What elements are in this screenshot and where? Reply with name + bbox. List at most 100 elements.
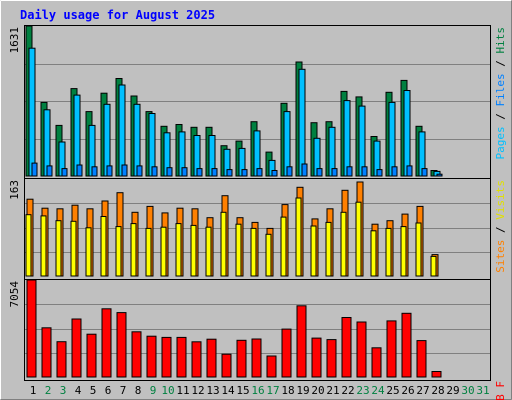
sites-bar-day-18 [280,216,287,277]
day-label-11: 11 [176,384,189,397]
pages-bar-day-9 [151,166,158,177]
kbytes-bar-day-24 [371,347,382,378]
files-bar-day-4 [73,94,81,177]
kbytes-bar-day-26 [401,312,412,378]
pages-bar-day-24 [376,169,383,177]
day-label-1: 1 [30,384,37,397]
kbytes-bar-day-25 [386,320,397,378]
sites-bar-day-25 [385,227,392,277]
day-label-27: 27 [416,384,429,397]
sites-bar-day-13 [205,226,212,277]
day-label-3: 3 [60,384,67,397]
files-bar-day-19 [298,68,306,177]
pages-bar-day-27 [421,168,428,177]
visits-max-label: 163 [8,180,21,200]
kbytes-bar-day-18 [281,328,292,378]
kbytes-bar-day-4 [71,318,82,378]
sites-bar-day-7 [115,226,122,277]
files-bar-day-26 [403,90,411,177]
kbytes-bar-day-8 [131,331,142,378]
day-label-20: 20 [311,384,324,397]
kbytes-bar-day-13 [206,338,217,378]
pages-bar-day-18 [286,166,293,177]
pages-bar-day-7 [121,164,128,177]
pages-bar-day-21 [331,168,338,177]
kbytes-bar-day-23 [356,321,367,378]
sites-bar-day-4 [70,220,77,277]
kbytes-bar-day-3 [56,341,67,378]
day-label-8: 8 [135,384,142,397]
day-label-6: 6 [105,384,112,397]
sites-bar-day-3 [55,220,62,277]
day-label-28: 28 [431,384,444,397]
files-bar-day-23 [358,105,366,177]
legend-sep-3: / [494,220,507,240]
pages-bar-day-4 [76,164,83,177]
day-label-15: 15 [236,384,249,397]
legend-sites: Sites [494,240,507,273]
files-bar-day-8 [133,103,141,177]
kbytes-bar-day-21 [326,339,337,378]
day-label-22: 22 [341,384,354,397]
day-label-12: 12 [191,384,204,397]
pages-bar-day-23 [361,166,368,177]
kbytes-bar-day-6 [101,308,112,378]
pages-bar-day-12 [196,168,203,177]
pages-bar-day-3 [61,168,68,177]
files-bar-day-6 [103,103,111,177]
kbytes-bar-day-12 [191,341,202,378]
sites-bar-day-9 [145,227,152,277]
pages-bar-day-8 [136,165,143,177]
legend-pages: Pages [494,126,507,159]
legend-sep-1: / [494,107,507,127]
pages-bar-day-15 [241,169,248,177]
pages-bar-day-10 [166,167,173,177]
legend-files: Files [494,73,507,106]
sites-bar-day-6 [100,216,107,277]
files-bar-day-22 [343,100,351,177]
day-label-19: 19 [296,384,309,397]
kbytes-bar-day-14 [221,353,232,378]
pages-bar-day-5 [91,166,98,177]
sites-bar-day-14 [220,211,227,277]
legend-hits-files-pages: Pages / Files / Hits [494,27,507,160]
day-label-29: 29 [446,384,459,397]
pages-bar-day-1 [31,162,38,177]
day-labels: 1 2 3 4 5 6 7 8 9 10 11 12 13 14 15 16 17 18 19 20 21 22 23 24 2… [30,384,490,397]
day-label-30: 30 [461,384,474,397]
kbytes-panel [24,279,491,381]
kbytes-bar-day-11 [176,336,187,378]
files-bar-day-7 [118,84,126,177]
day-label-18: 18 [281,384,294,397]
kbytes-bar-day-17 [266,355,277,378]
sites-bar-day-23 [355,201,362,277]
sites-bar-day-26 [400,226,407,277]
hits-max-label: 1631 [8,27,21,54]
files-bar-day-25 [388,101,396,177]
day-label-2: 2 [45,384,52,397]
sites-bar-day-10 [160,226,167,277]
pages-bar-day-14 [226,169,233,177]
day-label-10: 10 [161,384,174,397]
day-label-9: 9 [150,384,157,397]
kbytes-bar-day-15 [236,339,247,378]
kbytes-bar-day-19 [296,305,307,378]
sites-bar-day-20 [310,225,317,277]
sites-bar-day-27 [415,222,422,277]
sites-bar-day-28 [430,255,437,277]
sites-bar-day-5 [85,227,92,277]
sites-bar-day-15 [235,223,242,277]
pages-bar-day-17 [271,170,278,177]
legend-sites-visits: Sites / Visits [494,180,507,273]
kbytes-bar-day-28 [431,371,442,378]
pages-bar-day-2 [46,165,53,177]
sites-bar-day-8 [130,223,137,277]
day-label-4: 4 [75,384,82,397]
kbytes-bar-day-16 [251,338,262,378]
pages-bar-day-25 [391,166,398,177]
bars [25,25,443,378]
sites-bar-day-21 [325,221,332,277]
